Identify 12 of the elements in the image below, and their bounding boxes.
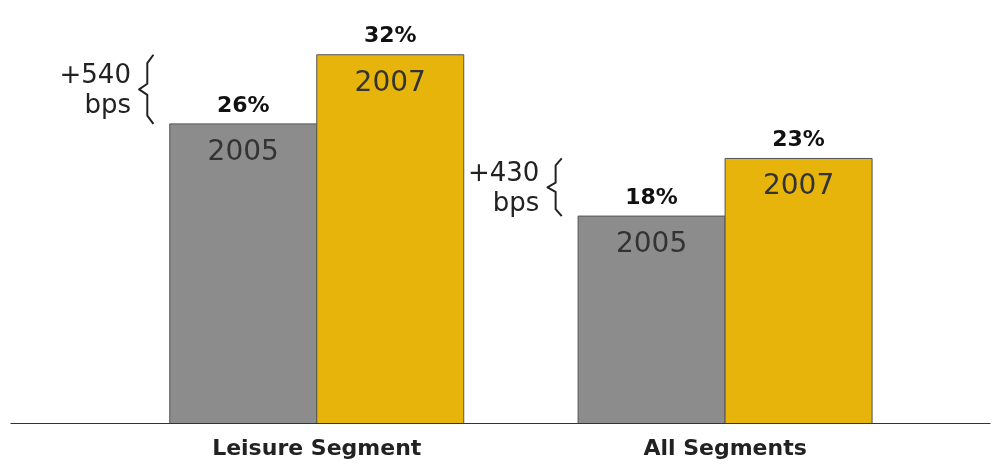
data-label: 26%	[216, 91, 270, 117]
text: 2007	[762, 168, 835, 202]
data-label: 23%	[772, 126, 825, 152]
series-label: 2007	[354, 64, 426, 98]
text: 2005	[615, 225, 688, 259]
series-label: 2005	[207, 133, 279, 167]
x-tick-label: Leisure Segment	[212, 434, 422, 460]
annotation: +540 bps	[59, 59, 131, 120]
x-tick-label: All Segments	[643, 434, 807, 460]
annotation: +430 bps	[467, 157, 540, 218]
data-label: 18%	[625, 183, 678, 209]
data-label: 32%	[363, 22, 417, 48]
